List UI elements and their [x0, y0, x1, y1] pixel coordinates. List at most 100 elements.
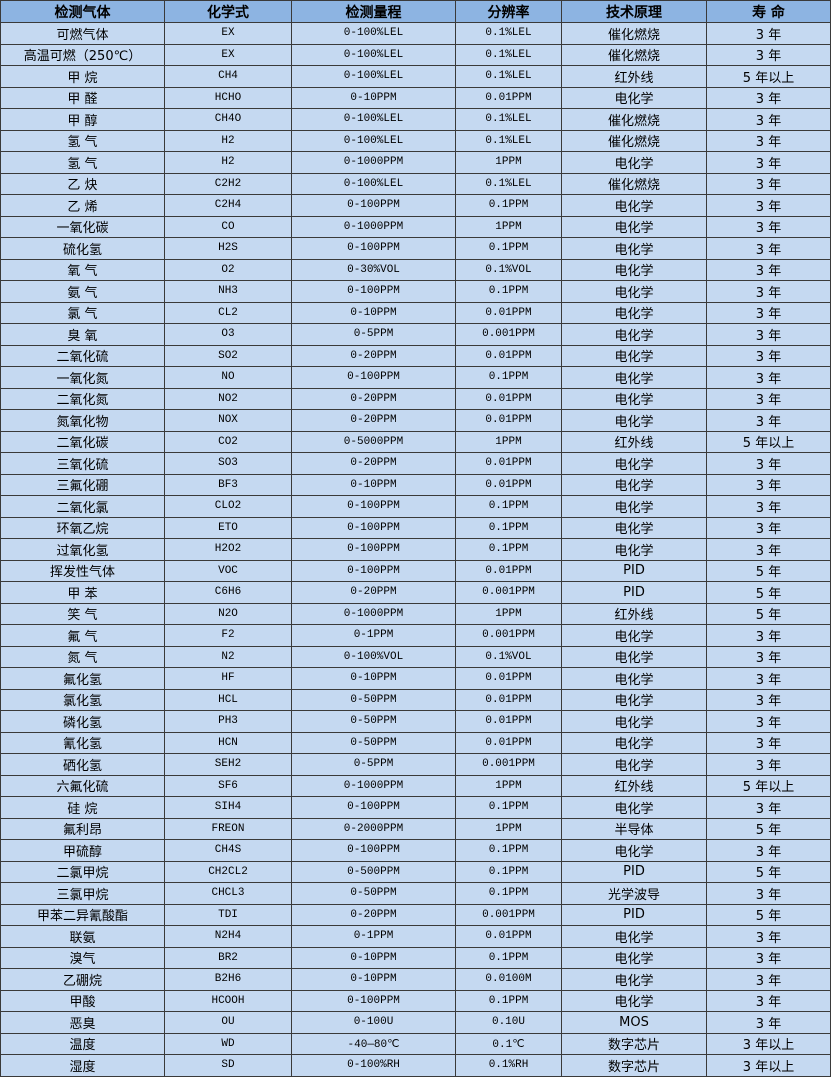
range-cell: 0-30%VOL — [291, 258, 456, 281]
range-cell: 0-20PPM — [291, 452, 456, 475]
principle-cell: 电化学 — [561, 452, 707, 475]
range-cell: 0-100%RH — [291, 1054, 456, 1077]
table-row: 湿度 SD 0-100%RH 0.1%RH 数字芯片 3 年以上 — [0, 1054, 831, 1077]
header-gas: 检测气体 — [0, 0, 165, 23]
range-cell: 0-100PPM — [291, 366, 456, 389]
range-cell: 0-5PPM — [291, 323, 456, 346]
range-cell: 0-100PPM — [291, 495, 456, 518]
range-cell: 0-100PPM — [291, 516, 456, 539]
gas-name-cell: 二氧化碳 — [0, 430, 165, 453]
principle-cell: 催化燃烧 — [561, 129, 707, 152]
range-cell: 0-10PPM — [291, 968, 456, 991]
range-cell: 0-100PPM — [291, 989, 456, 1012]
lifespan-cell: 5 年 — [706, 602, 831, 625]
lifespan-cell: 3 年 — [706, 667, 831, 690]
formula-cell: O2 — [164, 258, 292, 281]
gas-name-cell: 高温可燃（250℃） — [0, 43, 165, 66]
principle-cell: 红外线 — [561, 602, 707, 625]
lifespan-cell: 3 年 — [706, 280, 831, 303]
table-row: 乙 烯 C2H4 0-100PPM 0.1PPM 电化学 3 年 — [0, 194, 831, 217]
resolution-cell: 0.1PPM — [455, 538, 562, 561]
principle-cell: 电化学 — [561, 409, 707, 432]
formula-cell: H2S — [164, 237, 292, 260]
resolution-cell: 0.1%LEL — [455, 43, 562, 66]
table-row: 三氧化硫 SO3 0-20PPM 0.01PPM 电化学 3 年 — [0, 452, 831, 475]
table-row: 三氯甲烷 CHCL3 0-50PPM 0.1PPM 光学波导 3 年 — [0, 882, 831, 905]
lifespan-cell: 3 年 — [706, 495, 831, 518]
lifespan-cell: 3 年 — [706, 839, 831, 862]
range-cell: 0-100%LEL — [291, 65, 456, 88]
resolution-cell: 0.001PPM — [455, 903, 562, 926]
principle-cell: 电化学 — [561, 839, 707, 862]
resolution-cell: 0.001PPM — [455, 581, 562, 604]
formula-cell: HCN — [164, 731, 292, 754]
range-cell: 0-1000PPM — [291, 151, 456, 174]
table-row: 二氧化氯 CLO2 0-100PPM 0.1PPM 电化学 3 年 — [0, 495, 831, 518]
resolution-cell: 1PPM — [455, 817, 562, 840]
resolution-cell: 1PPM — [455, 151, 562, 174]
lifespan-cell: 3 年 — [706, 387, 831, 410]
principle-cell: 数字芯片 — [561, 1054, 707, 1077]
formula-cell: HCL — [164, 688, 292, 711]
principle-cell: 电化学 — [561, 258, 707, 281]
formula-cell: SO2 — [164, 344, 292, 367]
principle-cell: 电化学 — [561, 387, 707, 410]
range-cell: 0-100%LEL — [291, 43, 456, 66]
formula-cell: CLO2 — [164, 495, 292, 518]
lifespan-cell: 3 年 — [706, 882, 831, 905]
table-row: 氯 气 CL2 0-10PPM 0.01PPM 电化学 3 年 — [0, 301, 831, 324]
lifespan-cell: 3 年 — [706, 194, 831, 217]
formula-cell: CH4 — [164, 65, 292, 88]
resolution-cell: 0.1PPM — [455, 516, 562, 539]
range-cell: 0-100PPM — [291, 796, 456, 819]
formula-cell: H2O2 — [164, 538, 292, 561]
gas-name-cell: 甲硫醇 — [0, 839, 165, 862]
table-row: 温度 WD -40—80℃ 0.1℃ 数字芯片 3 年以上 — [0, 1032, 831, 1055]
gas-name-cell: 磷化氢 — [0, 710, 165, 733]
resolution-cell: 0.1PPM — [455, 839, 562, 862]
principle-cell: 电化学 — [561, 710, 707, 733]
formula-cell: BF3 — [164, 473, 292, 496]
gas-name-cell: 六氟化硫 — [0, 774, 165, 797]
formula-cell: SF6 — [164, 774, 292, 797]
table-row: 一氧化碳 CO 0-1000PPM 1PPM 电化学 3 年 — [0, 215, 831, 238]
formula-cell: CO — [164, 215, 292, 238]
formula-cell: HF — [164, 667, 292, 690]
range-cell: 0-100PPM — [291, 194, 456, 217]
range-cell: 0-50PPM — [291, 731, 456, 754]
range-cell: 0-50PPM — [291, 710, 456, 733]
principle-cell: 电化学 — [561, 989, 707, 1012]
gas-name-cell: 乙 炔 — [0, 172, 165, 195]
range-cell: 0-1PPM — [291, 925, 456, 948]
gas-name-cell: 一氧化氮 — [0, 366, 165, 389]
resolution-cell: 0.01PPM — [455, 688, 562, 711]
table-row: 硫化氢 H2S 0-100PPM 0.1PPM 电化学 3 年 — [0, 237, 831, 260]
table-row: 六氟化硫 SF6 0-1000PPM 1PPM 红外线 5 年以上 — [0, 774, 831, 797]
principle-cell: PID — [561, 860, 707, 883]
resolution-cell: 0.1%VOL — [455, 258, 562, 281]
range-cell: 0-100PPM — [291, 839, 456, 862]
range-cell: 0-5PPM — [291, 753, 456, 776]
table-row: 甲苯二异氰酸酯 TDI 0-20PPM 0.001PPM PID 5 年 — [0, 903, 831, 926]
lifespan-cell: 3 年 — [706, 366, 831, 389]
resolution-cell: 0.001PPM — [455, 323, 562, 346]
table-row: 硒化氢 SEH2 0-5PPM 0.001PPM 电化学 3 年 — [0, 753, 831, 776]
range-cell: 0-20PPM — [291, 387, 456, 410]
formula-cell: CHCL3 — [164, 882, 292, 905]
principle-cell: 电化学 — [561, 280, 707, 303]
table-row: 氯化氢 HCL 0-50PPM 0.01PPM 电化学 3 年 — [0, 688, 831, 711]
principle-cell: 电化学 — [561, 344, 707, 367]
table-row: 笑 气 N2O 0-1000PPM 1PPM 红外线 5 年 — [0, 602, 831, 625]
formula-cell: B2H6 — [164, 968, 292, 991]
lifespan-cell: 3 年 — [706, 129, 831, 152]
formula-cell: N2O — [164, 602, 292, 625]
formula-cell: WD — [164, 1032, 292, 1055]
lifespan-cell: 3 年 — [706, 301, 831, 324]
formula-cell: C2H4 — [164, 194, 292, 217]
lifespan-cell: 3 年以上 — [706, 1032, 831, 1055]
range-cell: 0-20PPM — [291, 581, 456, 604]
resolution-cell: 0.0100M — [455, 968, 562, 991]
lifespan-cell: 5 年 — [706, 903, 831, 926]
gas-name-cell: 溴气 — [0, 946, 165, 969]
